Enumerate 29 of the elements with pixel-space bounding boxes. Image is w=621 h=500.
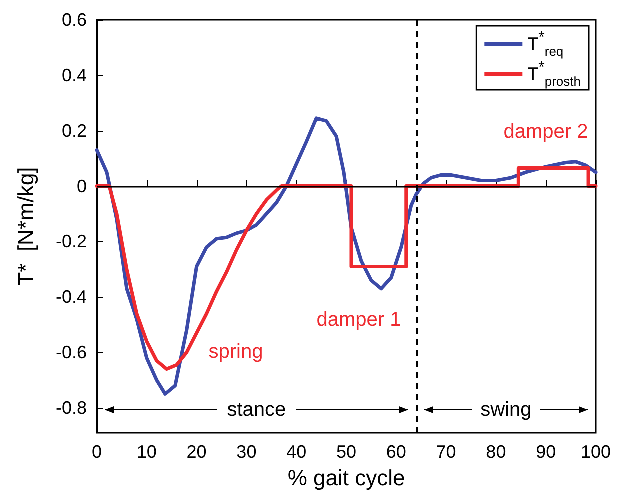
x-tick-label: 30 [236,442,257,462]
y-tick-label: -0.6 [56,342,87,363]
x-tick-label: 80 [486,442,506,462]
x-axis-title: % gait cycle [288,466,406,490]
y-tick-label: -0.8 [56,398,87,418]
y-tick-label: -0.2 [56,232,87,252]
y-tick-label: 0 [76,176,87,196]
legend-label: T*prosth [528,60,582,89]
x-tick-label: 10 [136,442,157,462]
annotation: damper 1 [316,309,402,331]
y-tick-label: -0.4 [56,287,87,308]
y-tick-label: 0.4 [62,65,87,86]
x-tick-label: 90 [536,442,556,462]
annotation: swing [480,399,532,421]
x-tick-label: 0 [92,442,102,462]
legend-label: T*req [528,30,564,59]
y-axis-title: T* [N*m/kg] [14,167,38,286]
y-tick-label: 0.2 [62,120,87,141]
annotation: damper 2 [504,121,588,143]
line-series [95,166,598,371]
x-tick-label: 50 [336,442,357,462]
x-tick-label: 100 [580,442,612,462]
x-tick-label: 60 [386,442,406,462]
x-tick-label: 20 [186,442,207,462]
annotation: spring [208,341,264,363]
x-tick-label: 40 [286,442,307,462]
annotation: stance [227,399,286,421]
y-tick-label: 0.6 [62,10,87,30]
x-tick-label: 70 [436,442,456,462]
